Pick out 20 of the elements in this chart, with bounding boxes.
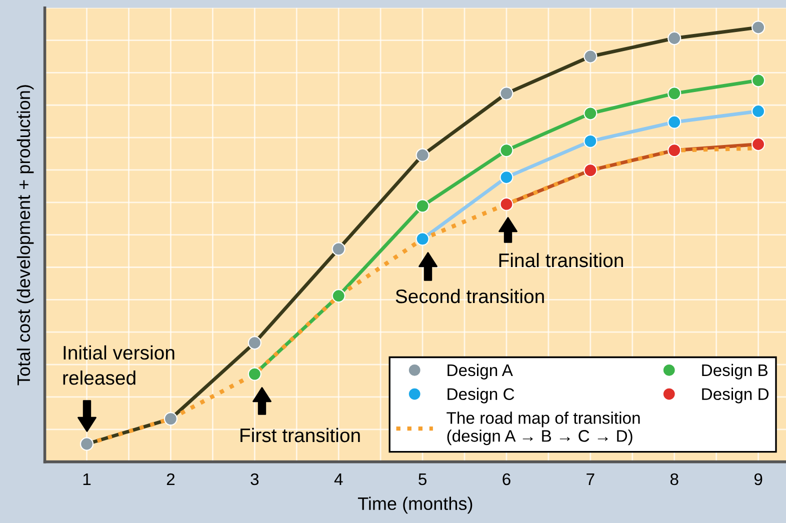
annotation: Initial version released (63, 345, 174, 385)
x-axis-title: Time (months) (358, 496, 472, 514)
annotation: Final transition (499, 252, 623, 268)
x-tick-label: 6 (502, 473, 510, 486)
legend-label: Design A (448, 364, 513, 380)
legend-label: The road map of transition (design A → B → C → D) (446, 412, 640, 446)
legend-label: Design D (702, 388, 769, 404)
x-tick-label: 4 (334, 474, 343, 485)
x-tick-label: 7 (586, 474, 594, 485)
x-tick-label: 3 (250, 473, 259, 486)
legend-label: Design C (448, 388, 514, 404)
x-tick-label: 2 (166, 473, 175, 485)
legend-label: Design B (702, 364, 768, 380)
annotation: Second transition (396, 288, 544, 304)
annotation: First transition (240, 428, 360, 442)
y-axis-title: Total cost (development + production) (16, 85, 34, 386)
x-tick-label: 8 (670, 473, 678, 486)
x-tick-label: 9 (754, 473, 762, 486)
x-tick-label: 1 (83, 474, 91, 485)
x-tick-label: 5 (418, 474, 426, 486)
